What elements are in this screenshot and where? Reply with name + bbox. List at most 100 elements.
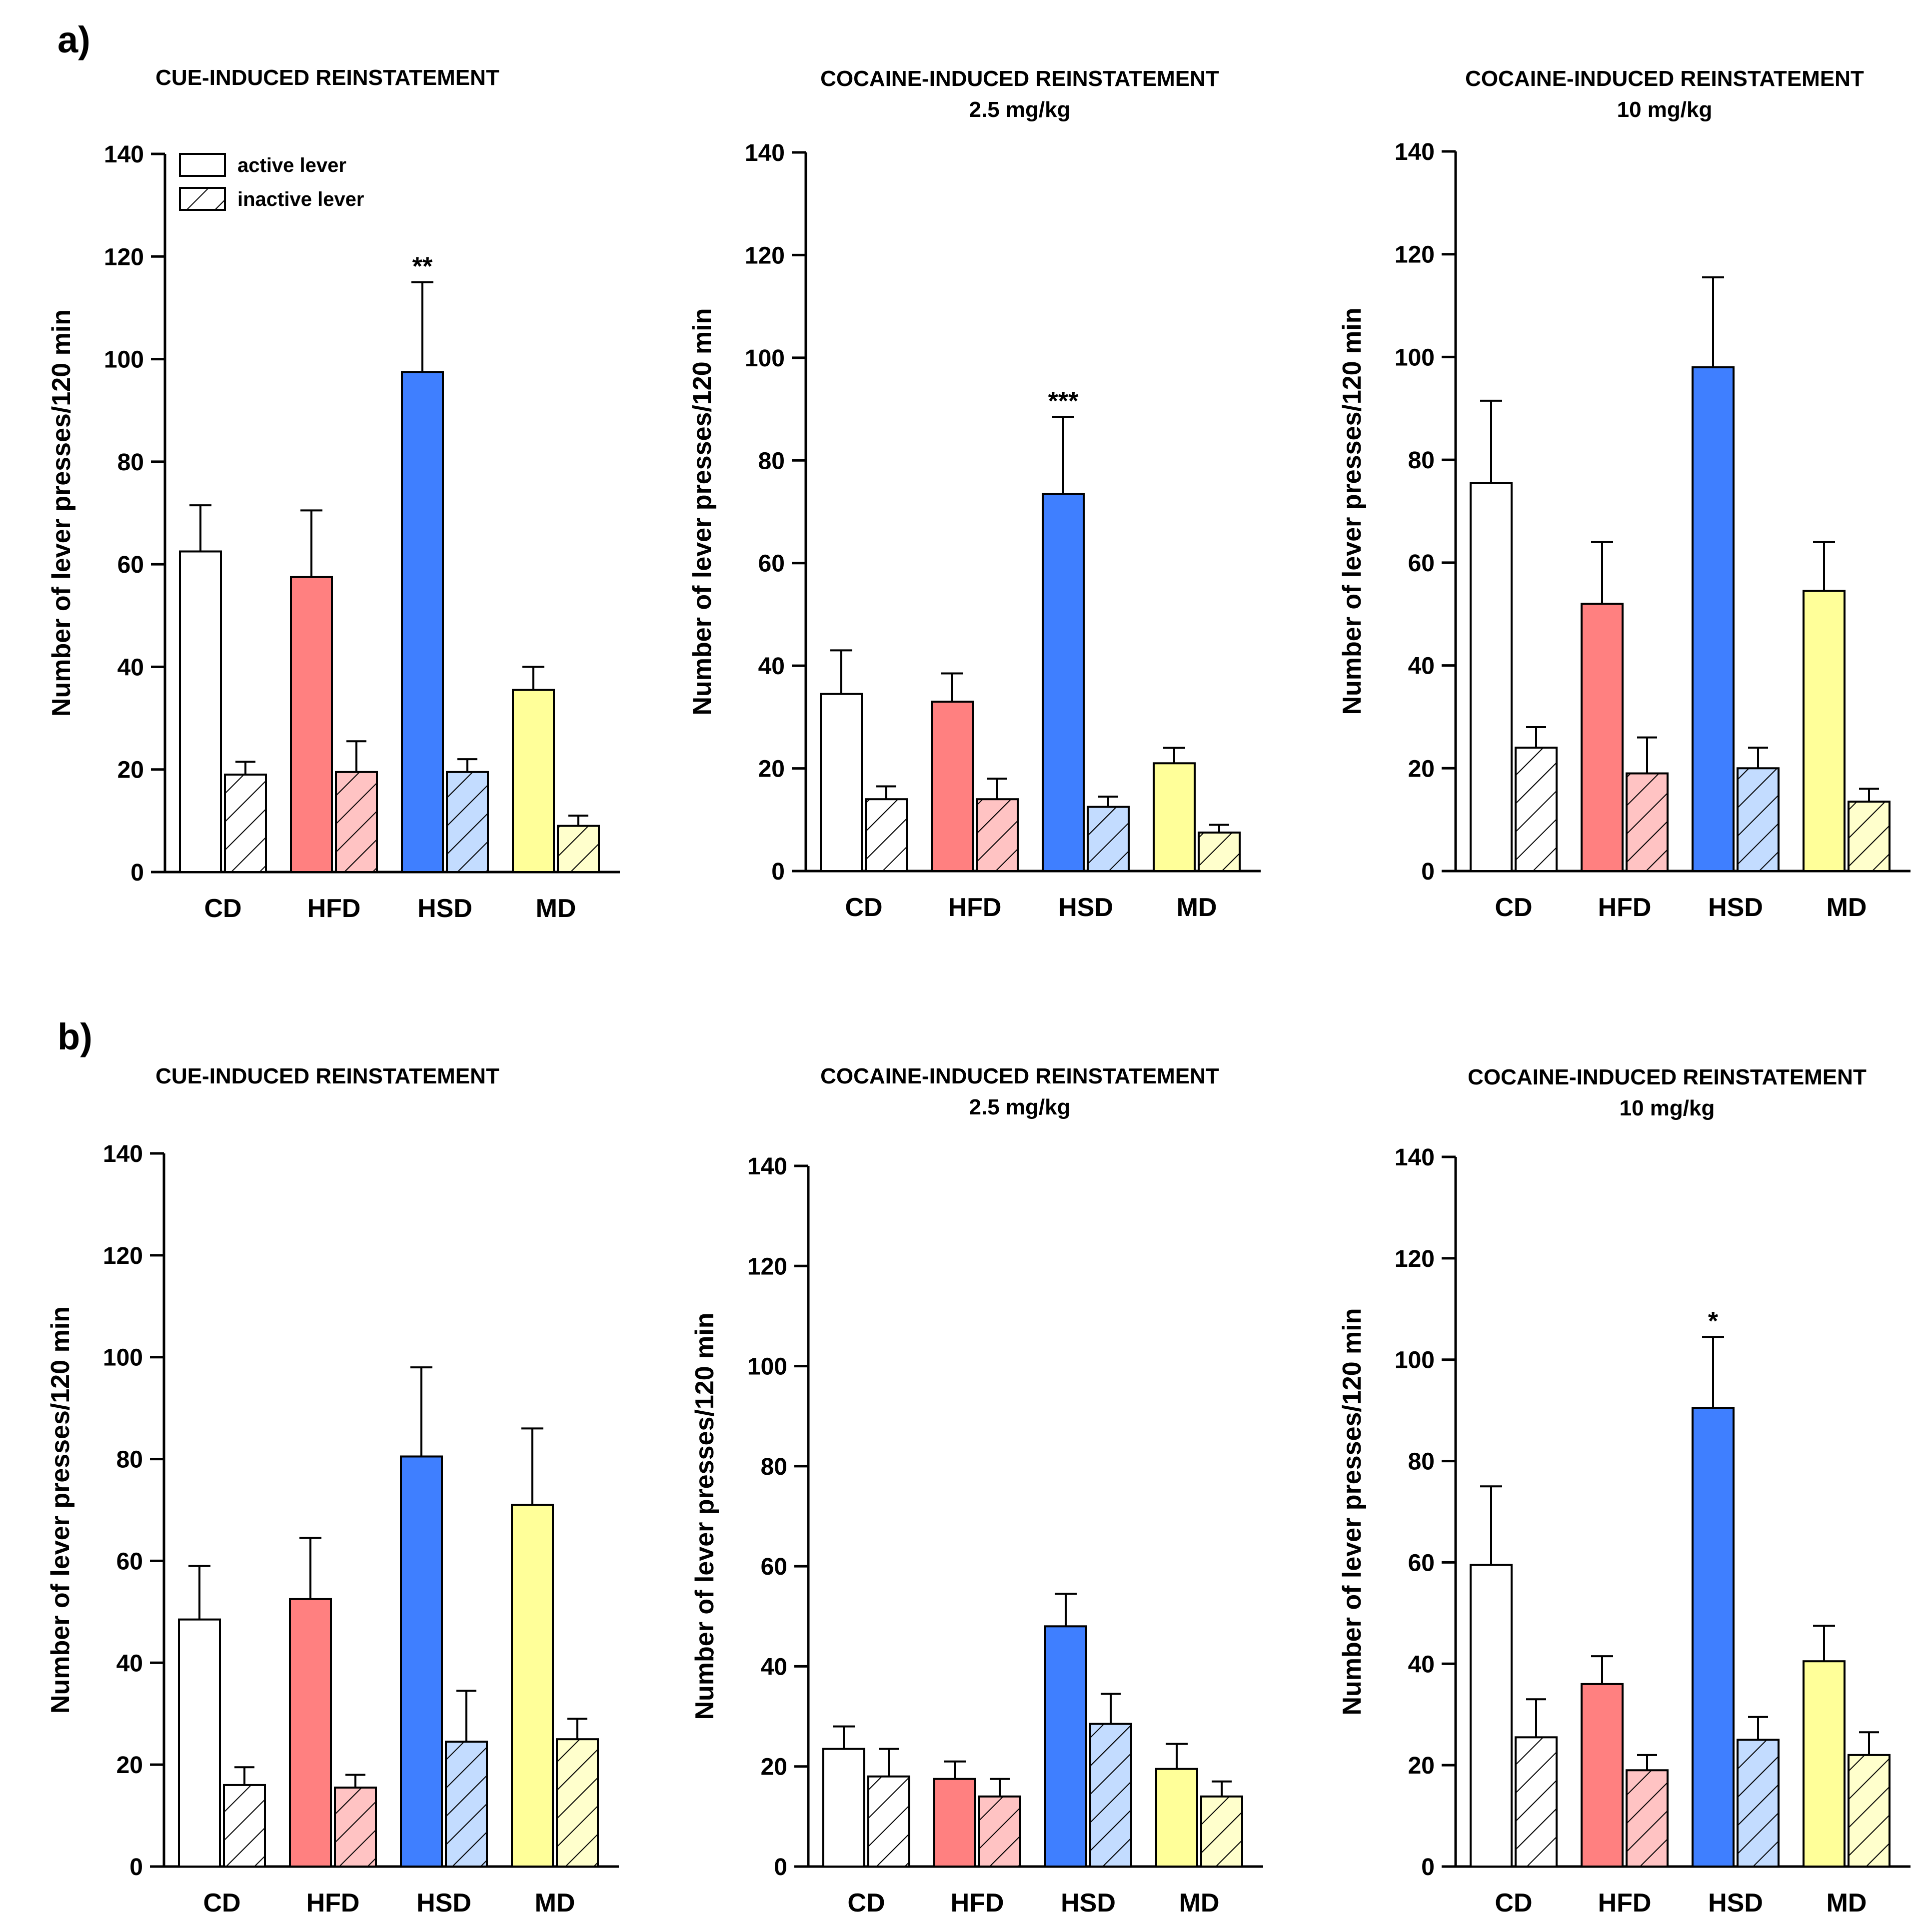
y-axis-label: Number of lever presses/120 min (47, 309, 76, 717)
y-tick-label: 0 (129, 1854, 143, 1881)
chart-4: CUE-INDUCED REINSTATEMENT Number of lever… (46, 1064, 619, 1918)
bar-inactive-md (557, 825, 600, 874)
chart-title: CUE-INDUCED REINSTATEMENT (155, 1064, 499, 1088)
chart-title: CUE-INDUCED REINSTATEMENT (155, 65, 499, 90)
y-tick-label: 120 (104, 244, 144, 270)
y-tick-label: 20 (1408, 1753, 1435, 1779)
bar-inactive-md (1848, 1754, 1891, 1868)
y-tick-label: 100 (1395, 1347, 1435, 1374)
significance-marker: *** (1048, 387, 1079, 416)
x-category-label: HFD (306, 1889, 360, 1918)
bar-active-cd (178, 1618, 221, 1868)
y-tick-label: 80 (758, 448, 785, 474)
y-tick-label: 100 (747, 1354, 787, 1380)
y-tick-label: 20 (116, 1752, 143, 1779)
y-tick-label: 100 (1395, 344, 1435, 371)
y-tick-label: 120 (1395, 1246, 1435, 1272)
bar-active-hsd (1042, 493, 1085, 872)
chart-1: CUE-INDUCED REINSTATEMENT Number of lever… (47, 65, 620, 923)
bar-inactive-cd (224, 773, 267, 873)
x-category-label: CD (847, 1889, 885, 1918)
bar-active-md (512, 689, 555, 873)
x-category-label: HSD (416, 1889, 471, 1918)
x-category-label: HFD (951, 1889, 1004, 1918)
y-tick-label: 80 (117, 449, 144, 476)
y-tick-label: 80 (1408, 1449, 1435, 1475)
y-tick-label: 140 (1395, 139, 1435, 165)
y-axis-label: Number of lever presses/120 min (688, 308, 717, 715)
bar-inactive-cd (1515, 1736, 1558, 1868)
y-tick-label: 140 (104, 141, 144, 168)
bar-active-hsd (1044, 1625, 1087, 1868)
bar-inactive-hsd (446, 771, 489, 873)
bar-active-hsd (1692, 1407, 1735, 1868)
bar-active-hsd (401, 371, 444, 873)
x-category-label: MD (1177, 893, 1217, 922)
chart-title: COCAINE-INDUCED REINSTATEMENT (820, 66, 1219, 91)
chart-subtitle: 10 mg/kg (1617, 97, 1713, 122)
x-category-label: CD (1495, 1889, 1532, 1918)
chart-6: COCAINE-INDUCED REINSTATEMENT 10 mg/kg Num… (1338, 1065, 1911, 1918)
bar-active-hfd (290, 576, 333, 873)
y-tick-label: 60 (761, 1554, 787, 1580)
bar-active-md (1803, 590, 1846, 872)
x-category-label: CD (1495, 893, 1532, 922)
y-tick-label: 0 (1421, 859, 1435, 885)
y-tick-label: 40 (758, 653, 785, 680)
y-axis-label: Number of lever presses/120 min (1338, 1308, 1367, 1715)
y-axis-label: Number of lever presses/120 min (690, 1312, 719, 1720)
bar-active-cd (822, 1748, 865, 1868)
legend-swatch-active (179, 153, 226, 177)
bar-inactive-hsd (445, 1741, 488, 1868)
bar-inactive-hfd (978, 1795, 1021, 1868)
y-axis-label: Number of lever presses/120 min (46, 1306, 75, 1714)
x-category-label: MD (536, 894, 576, 923)
x-category-label: CD (203, 1889, 240, 1918)
x-category-label: HSD (1058, 893, 1113, 922)
y-tick-label: 120 (745, 242, 785, 269)
x-category-label: HFD (1598, 893, 1652, 922)
y-tick-label: 0 (130, 860, 144, 886)
bar-active-cd (1470, 1564, 1513, 1868)
chart-5: COCAINE-INDUCED REINSTATEMENT 2.5 mg/kg Nu… (690, 1064, 1263, 1918)
bar-inactive-hsd (1089, 1723, 1132, 1868)
y-tick-label: 60 (116, 1548, 143, 1575)
bar-active-hfd (933, 1778, 976, 1868)
y-tick-label: 20 (761, 1754, 787, 1781)
x-category-label: CD (204, 894, 241, 923)
y-tick-label: 80 (116, 1447, 143, 1473)
y-tick-label: 0 (771, 859, 785, 885)
y-tick-label: 60 (758, 551, 785, 577)
bar-active-cd (820, 693, 863, 873)
y-tick-label: 40 (117, 654, 144, 681)
bar-active-hfd (289, 1598, 332, 1868)
panel-label-a: a) (57, 19, 90, 60)
bar-inactive-hfd (1626, 772, 1669, 872)
x-category-label: MD (1827, 893, 1867, 922)
y-tick-label: 20 (758, 756, 785, 783)
y-tick-label: 140 (1395, 1144, 1435, 1171)
chart-2: COCAINE-INDUCED REINSTATEMENT 2.5 mg/kg Nu… (688, 66, 1261, 922)
bar-inactive-hsd (1737, 1739, 1780, 1868)
y-tick-label: 40 (1408, 653, 1435, 680)
bar-active-md (1153, 762, 1196, 873)
y-tick-label: 20 (1408, 756, 1435, 782)
x-category-label: HSD (1708, 893, 1763, 922)
bar-active-hsd (1692, 366, 1735, 872)
x-category-label: HFD (307, 894, 361, 923)
y-tick-label: 140 (745, 140, 785, 166)
significance-marker: * (1708, 1307, 1719, 1336)
y-tick-label: 40 (761, 1654, 787, 1680)
chart-3: COCAINE-INDUCED REINSTATEMENT 10 mg/kg Num… (1338, 66, 1911, 922)
x-category-label: HFD (948, 893, 1002, 922)
bar-active-md (511, 1504, 554, 1868)
panel-label-b: b) (57, 1016, 92, 1057)
bar-inactive-md (556, 1738, 599, 1868)
bar-inactive-cd (1515, 747, 1558, 872)
bar-inactive-hsd (1087, 806, 1130, 873)
x-category-label: MD (1179, 1889, 1220, 1918)
x-category-label: HSD (417, 894, 472, 923)
legend-label-inactive: inactive lever (237, 188, 364, 210)
chart-title: COCAINE-INDUCED REINSTATEMENT (1468, 1065, 1867, 1089)
